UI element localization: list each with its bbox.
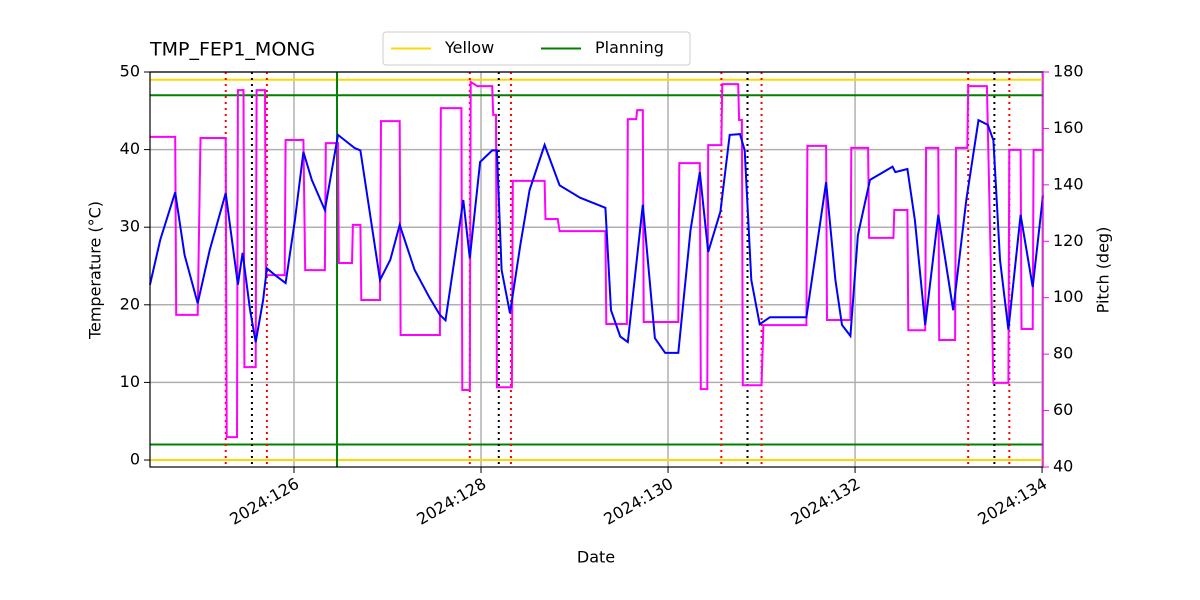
x-tick-label: 2024:126 (226, 474, 302, 529)
y-tick-label: 50 (120, 62, 140, 81)
x-tick-label: 2024:134 (974, 474, 1050, 529)
y2-tick-label: 160 (1053, 118, 1084, 137)
legend-box (382, 31, 691, 66)
y2-tick-label: 180 (1053, 62, 1084, 81)
series-line (149, 118, 1044, 354)
y-tick-label: 20 (120, 294, 140, 313)
y-tick-label: 30 (120, 217, 140, 236)
y2-tick-label: 100 (1053, 287, 1084, 306)
y2-tick-label: 120 (1053, 231, 1084, 250)
x-tick-label: 2024:130 (600, 474, 676, 529)
y2-tick-label: 60 (1053, 400, 1073, 419)
y-axis-label: Temperature (°C) (86, 201, 105, 340)
y-tick-label: 0 (130, 450, 140, 469)
legend-label: Planning (595, 38, 664, 57)
x-tick-label: 2024:132 (787, 474, 863, 529)
chart-title: TMP_FEP1_MONG (149, 39, 315, 61)
y2-tick-label: 140 (1053, 174, 1084, 193)
legend-label: Yellow (444, 38, 494, 57)
y-tick-label: 10 (120, 372, 140, 391)
y-tick-label: 40 (120, 139, 140, 158)
x-axis-label: Date (577, 548, 615, 567)
x-tick-label: 2024:128 (413, 474, 489, 529)
series-line (150, 80, 1043, 439)
y2-axis-label: Pitch (deg) (1094, 227, 1113, 314)
y2-tick-label: 80 (1053, 344, 1073, 363)
y2-tick-label: 40 (1053, 457, 1073, 476)
